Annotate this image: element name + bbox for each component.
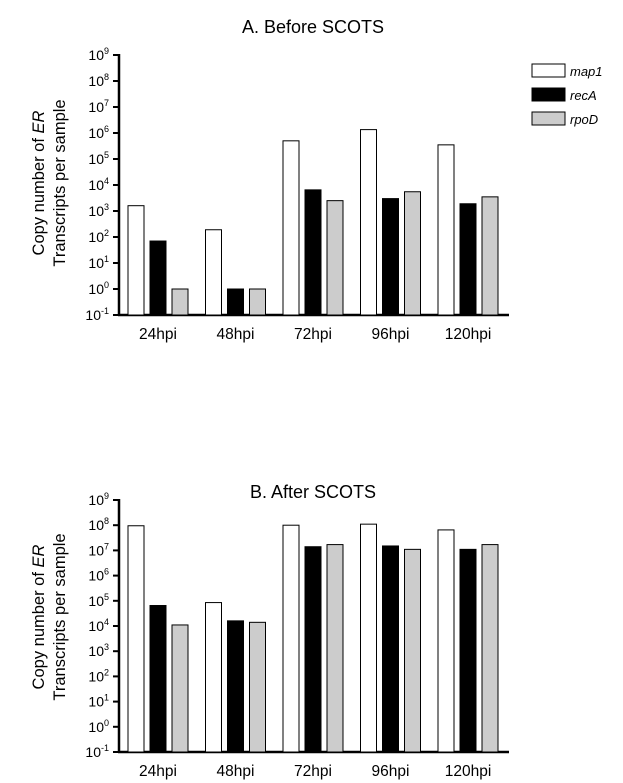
bar-rpoD-24hpi xyxy=(171,624,189,753)
y-tick-label: 100 xyxy=(88,280,109,297)
bar-map1-96hpi xyxy=(360,523,377,753)
bar-recA-96hpi xyxy=(382,545,399,753)
bar-rpoD-96hpi xyxy=(404,548,421,753)
y-axis-label-a: Copy number of ER Transcripts per sample xyxy=(30,99,69,266)
y-tick-label: 101 xyxy=(88,693,109,710)
y-tick-label: 103 xyxy=(88,642,109,659)
y-axis-label-line1-prefix: Copy number of xyxy=(30,567,48,689)
y-tick-label: 104 xyxy=(88,617,109,634)
legend-item-rpoD: rpoD xyxy=(531,111,598,127)
legend-label-rpoD: rpoD xyxy=(570,112,598,127)
bar-map1-72hpi xyxy=(282,140,300,316)
x-ticks-b: 24hpi 48hpi 72hpi 96hpi 120hpi xyxy=(139,763,491,780)
x-tick-label: 120hpi xyxy=(445,763,492,780)
bar-recA-24hpi xyxy=(149,605,167,753)
legend: map1 recA rpoD xyxy=(531,63,603,127)
y-tick-label: 105 xyxy=(88,592,109,609)
y-tick-label: 102 xyxy=(88,667,109,684)
bar-rpoD-120hpi xyxy=(481,196,499,316)
y-tick-label: 105 xyxy=(88,150,109,167)
chart-title-b: B. After SCOTS xyxy=(250,482,376,502)
y-tick-label: 107 xyxy=(88,98,109,115)
x-tick-label: 24hpi xyxy=(139,326,177,343)
legend-swatch-recA xyxy=(531,87,566,102)
x-tick-label: 96hpi xyxy=(372,326,410,343)
y-tick-label: 108 xyxy=(88,72,109,89)
y-tick-label: 109 xyxy=(88,46,109,63)
y-axis-label-b: Copy number of ER Transcripts per sample xyxy=(30,533,69,700)
x-tick-label: 48hpi xyxy=(217,326,255,343)
bar-rpoD-72hpi xyxy=(326,200,344,316)
chart-panel-a: A. Before SCOTS Copy number of ER Transc… xyxy=(30,17,509,343)
bar-map1-96hpi xyxy=(360,129,377,316)
bar-recA-120hpi xyxy=(459,203,477,316)
bar-recA-48hpi xyxy=(227,620,244,753)
chart-title-a: A. Before SCOTS xyxy=(242,17,384,37)
bar-map1-72hpi xyxy=(282,524,300,753)
y-axis-label-line1-italic: ER xyxy=(30,544,48,567)
x-tick-label: 120hpi xyxy=(445,326,492,343)
y-ticks-b: 10-1 100 101 102 103 104 105 106 107 108 109 xyxy=(85,491,119,760)
y-tick-label: 106 xyxy=(88,124,109,141)
svg-text:Copy number of ER: Copy number of ER xyxy=(30,544,48,689)
y-tick-label: 10-1 xyxy=(85,743,109,760)
x-tick-label: 96hpi xyxy=(372,763,410,780)
bar-rpoD-48hpi xyxy=(249,288,266,316)
x-tick-label: 24hpi xyxy=(139,763,177,780)
legend-item-recA: recA xyxy=(531,87,597,103)
bar-map1-48hpi xyxy=(205,229,222,316)
y-tick-label: 10-1 xyxy=(85,306,109,323)
bar-rpoD-120hpi xyxy=(481,544,499,753)
bar-rpoD-24hpi xyxy=(171,288,189,316)
bar-map1-24hpi xyxy=(127,525,145,753)
bar-map1-48hpi xyxy=(205,602,222,753)
y-tick-label: 104 xyxy=(88,176,109,193)
legend-swatch-rpoD xyxy=(531,111,566,126)
bars-a xyxy=(127,129,499,316)
y-tick-label: 101 xyxy=(88,254,109,271)
bar-recA-24hpi xyxy=(149,240,167,316)
legend-swatch-map1 xyxy=(531,63,566,78)
bars-b xyxy=(127,523,499,753)
bar-recA-72hpi xyxy=(304,189,322,316)
y-axis-label-line2: Transcripts per sample xyxy=(51,533,69,700)
y-tick-label: 103 xyxy=(88,202,109,219)
y-tick-label: 108 xyxy=(88,516,109,533)
y-tick-label: 107 xyxy=(88,541,109,558)
svg-text:Copy number of ER: Copy number of ER xyxy=(30,110,48,255)
x-tick-label: 48hpi xyxy=(217,763,255,780)
bar-map1-24hpi xyxy=(127,205,145,316)
y-axis-label-line1-italic: ER xyxy=(30,110,48,133)
y-tick-label: 106 xyxy=(88,567,109,584)
y-tick-label: 109 xyxy=(88,491,109,508)
legend-label-map1: map1 xyxy=(570,64,603,79)
y-axis-label-line2: Transcripts per sample xyxy=(51,99,69,266)
bar-rpoD-48hpi xyxy=(249,621,266,753)
legend-label-recA: recA xyxy=(570,88,597,103)
y-axis-label-line1-prefix: Copy number of xyxy=(30,133,48,255)
y-ticks-a: 10-1 100 101 102 103 104 105 106 107 108 109 xyxy=(85,46,119,323)
bar-recA-96hpi xyxy=(382,198,399,316)
bar-map1-120hpi xyxy=(437,529,455,753)
x-tick-label: 72hpi xyxy=(294,763,332,780)
y-tick-label: 102 xyxy=(88,228,109,245)
legend-item-map1: map1 xyxy=(531,63,603,79)
bar-map1-120hpi xyxy=(437,144,455,316)
y-tick-label: 100 xyxy=(88,718,109,735)
bar-recA-72hpi xyxy=(304,546,322,753)
bar-recA-120hpi xyxy=(459,548,477,753)
chart-panel-b: B. After SCOTS Copy number of ER Transcr… xyxy=(30,482,509,780)
bar-recA-48hpi xyxy=(227,288,244,316)
bar-rpoD-96hpi xyxy=(404,191,421,316)
x-tick-label: 72hpi xyxy=(294,326,332,343)
x-ticks-a: 24hpi 48hpi 72hpi 96hpi 120hpi xyxy=(139,326,491,343)
bar-rpoD-72hpi xyxy=(326,544,344,753)
